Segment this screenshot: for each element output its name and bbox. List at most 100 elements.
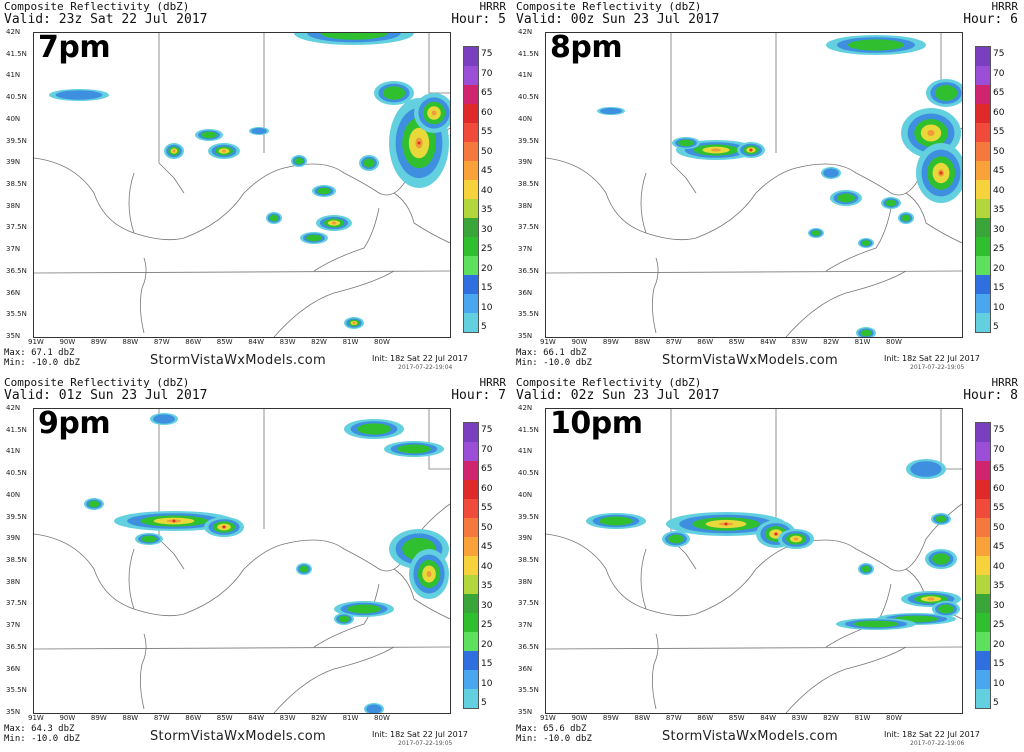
reflectivity-echo: [860, 329, 872, 337]
lon-label: 90W: [571, 338, 588, 346]
lat-label: 38N: [518, 577, 533, 586]
colorbar-tick: 60: [993, 483, 1005, 494]
colorbar-segment: [976, 275, 990, 294]
lat-label: 38.5N: [6, 180, 27, 188]
colorbar-segment: [464, 594, 478, 613]
colorbar-segment: [464, 237, 478, 256]
colorbar-tick: 35: [481, 205, 493, 216]
timestamp: 2017-07-22-19:04: [398, 364, 453, 371]
lon-label: 88W: [634, 338, 651, 346]
reflectivity-echo: [347, 604, 381, 614]
reflectivity-map: [545, 32, 963, 338]
il-ky-line: [640, 548, 647, 610]
colorbar-segment: [976, 651, 990, 670]
colorbar-segment: [464, 85, 478, 104]
colorbar-segment: [976, 313, 990, 332]
colorbar-segment: [976, 85, 990, 104]
forecast-hour: Hour: 8: [963, 388, 1018, 403]
lat-label: 40.5N: [518, 469, 539, 478]
lat-label: 42N: [518, 404, 533, 412]
lat-label: 40N: [518, 114, 533, 123]
reflectivity-echo: [749, 148, 753, 152]
reflectivity-echo: [910, 461, 942, 477]
lat-label: 37N: [518, 621, 533, 630]
lat-label: 37.5N: [518, 223, 539, 232]
reflectivity-echo: [927, 597, 935, 601]
lon-label: 86W: [185, 338, 202, 346]
colorbar-tick: 65: [993, 464, 1005, 475]
reflectivity-echo: [934, 85, 958, 101]
colorbar-segment: [464, 47, 478, 66]
valid-time: Valid: 01z Sun 23 Jul 2017: [4, 388, 208, 403]
colorbar-segment: [464, 575, 478, 594]
colorbar-segment: [464, 461, 478, 480]
lon-label: 86W: [185, 714, 202, 722]
ky-va-border: [313, 207, 380, 272]
lat-label: 36N: [6, 288, 21, 297]
lat-label: 36N: [6, 664, 21, 673]
colorbar-segment: [976, 161, 990, 180]
lat-label: 40N: [6, 114, 21, 123]
reflectivity-echo: [724, 522, 728, 526]
colorbar-tick: 30: [993, 600, 1005, 611]
colorbar-tick: 65: [993, 88, 1005, 99]
colorbar-tick: 70: [481, 68, 493, 79]
colorbar-segment: [464, 142, 478, 161]
colorbar-tick: 40: [993, 185, 1005, 196]
mississippi-river: [652, 633, 659, 710]
reflectivity-echo: [320, 33, 388, 40]
colorbar-segment: [464, 66, 478, 85]
lat-label: 40.5N: [6, 469, 27, 478]
colorbar-segment: [976, 518, 990, 537]
colorbar-segment: [464, 632, 478, 651]
colorbar-segment: [464, 537, 478, 556]
init-time: Init: 18z Sat 22 Jul 2017: [884, 730, 980, 739]
reflectivity-echo: [901, 214, 911, 222]
colorbar-tick: 40: [481, 185, 493, 196]
reflectivity-echo: [678, 139, 694, 147]
lat-label: 41.5N: [6, 425, 27, 434]
lon-label: 90W: [571, 714, 588, 722]
lat-label: 41.5N: [518, 49, 539, 58]
lon-label: 91W: [540, 714, 556, 722]
colorbar-tick: 10: [993, 678, 1005, 689]
lon-label: 82W: [311, 714, 327, 722]
lat-label: 39N: [518, 158, 533, 167]
min-value: Min: -10.0 dbZ: [516, 734, 592, 744]
lon-label: 89W: [602, 714, 619, 722]
colorbar-segment: [976, 66, 990, 85]
colorbar-segment: [976, 104, 990, 123]
colorbar-segment: [464, 218, 478, 237]
lon-label: 83W: [279, 714, 296, 722]
ohio-river: [546, 127, 962, 241]
indiana-west-border: [158, 409, 185, 570]
reflectivity-echo: [668, 534, 684, 544]
lon-label: 85W: [216, 714, 233, 722]
colorbar: [463, 46, 479, 333]
wv-va-border: [905, 192, 962, 244]
colorbar-segment: [976, 423, 990, 442]
lat-label: 41N: [6, 71, 21, 80]
colorbar-segment: [976, 461, 990, 480]
tn-nc-border: [273, 646, 395, 713]
reflectivity-echo: [306, 234, 322, 242]
mississippi-river: [140, 633, 147, 710]
colorbar-segment: [976, 670, 990, 689]
colorbar-tick: 5: [481, 698, 487, 709]
colorbar-tick: 75: [481, 49, 493, 59]
reflectivity-echo: [251, 127, 267, 135]
reflectivity-echo: [382, 86, 406, 100]
lon-label: 82W: [823, 714, 839, 722]
lat-label: 35.5N: [518, 310, 539, 319]
lon-label: 87W: [153, 338, 170, 346]
lat-label: 38.5N: [518, 556, 539, 564]
colorbar-tick: 50: [993, 146, 1005, 157]
lat-label: 41N: [6, 447, 21, 456]
reflectivity-echo: [201, 131, 217, 139]
panel-8pm: Composite Reflectivity (dbZ) HRRR Valid: 0…: [512, 0, 1024, 376]
reflectivity-echo: [352, 321, 356, 325]
colorbar-segment: [464, 313, 478, 332]
max-value: Max: 64.3 dbZ: [4, 724, 75, 734]
colorbar: [975, 46, 991, 333]
colorbar-tick: 30: [481, 600, 493, 611]
